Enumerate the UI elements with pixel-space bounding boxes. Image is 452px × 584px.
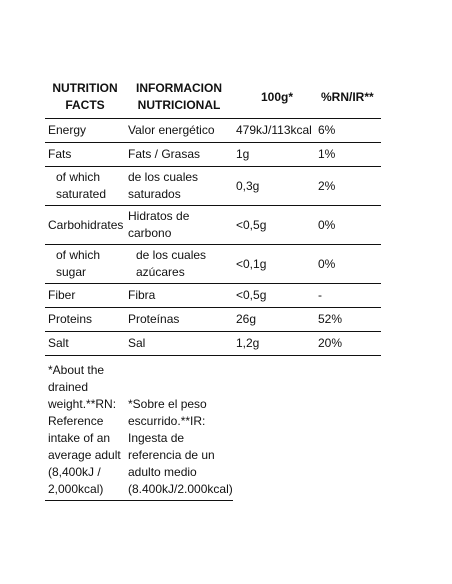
header-rn-ir: %RN/IR** xyxy=(321,89,374,104)
table-row-fats: Fats Fats / Grasas 1g 1% xyxy=(45,142,381,167)
footnote-es: *Sobre el peso escurrido.**IR: Ingesta d… xyxy=(125,355,233,501)
row-label-en-text: of which sugar xyxy=(56,248,101,279)
row-value: 1,2g xyxy=(233,331,315,356)
row-percent: 0% xyxy=(315,205,381,245)
table-row-carbohydrates: Carbohidrates Hidratos de carbono <0,5g … xyxy=(45,205,381,245)
table-row-saturated: of which saturated de los cuales saturad… xyxy=(45,166,381,206)
row-label-en: Proteins xyxy=(45,307,125,332)
row-value: <0,5g xyxy=(233,205,315,245)
row-value: 479kJ/113kcal xyxy=(233,118,315,143)
row-label-es: de los cuales saturados xyxy=(125,166,233,206)
header-nutrition-facts: NUTRITION FACTS xyxy=(52,81,118,112)
table-row-fiber: Fiber Fibra <0,5g - xyxy=(45,283,381,308)
row-label-en: Carbohidrates xyxy=(45,205,125,245)
table-row-salt: Salt Sal 1,2g 20% xyxy=(45,331,381,356)
row-label-en: of which saturated xyxy=(45,166,125,206)
row-value: 0,3g xyxy=(233,166,315,206)
row-percent: - xyxy=(315,283,381,308)
row-value: 26g xyxy=(233,307,315,332)
row-percent: 52% xyxy=(315,307,381,332)
row-label-es: Valor energético xyxy=(125,118,233,143)
row-percent: 1% xyxy=(315,142,381,167)
row-label-es: de los cuales azúcares xyxy=(125,244,233,284)
footnote-empty-cell xyxy=(315,356,381,501)
row-value: 1g xyxy=(233,142,315,167)
row-label-en: Fats xyxy=(45,142,125,167)
row-label-en-text: of which saturated xyxy=(56,170,107,201)
row-label-en: Salt xyxy=(45,331,125,356)
row-percent: 2% xyxy=(315,166,381,206)
row-label-es: Sal xyxy=(125,331,233,356)
row-label-en: Fiber xyxy=(45,283,125,308)
row-label-en: Energy xyxy=(45,118,125,143)
header-informacion-nutricional: INFORMACION NUTRICIONAL xyxy=(136,81,222,112)
row-label-es: Proteínas xyxy=(125,307,233,332)
table-row-sugar: of which sugar de los cuales azúcares <0… xyxy=(45,244,381,284)
header-per-100g: 100g* xyxy=(260,89,294,104)
row-label-es: Fats / Grasas xyxy=(125,142,233,167)
row-label-en: of which sugar xyxy=(45,244,125,284)
nutrition-table-panel: NUTRITION FACTS INFORMACION NUTRICIONAL … xyxy=(45,78,381,501)
row-label-es: Fibra xyxy=(125,283,233,308)
row-percent: 20% xyxy=(315,331,381,356)
nutrition-table: NUTRITION FACTS INFORMACION NUTRICIONAL … xyxy=(45,78,381,501)
table-row-proteins: Proteins Proteínas 26g 52% xyxy=(45,307,381,332)
table-footnote-row: *About the drained weight.**RN: Referenc… xyxy=(45,355,381,501)
row-value: <0,1g xyxy=(233,244,315,284)
row-percent: 6% xyxy=(315,118,381,143)
row-label-es-text: de los cuales azúcares xyxy=(136,248,207,279)
row-value: <0,5g xyxy=(233,283,315,308)
footnote-empty-cell xyxy=(233,356,315,501)
table-header: NUTRITION FACTS INFORMACION NUTRICIONAL … xyxy=(45,78,381,119)
footnote-en: *About the drained weight.**RN: Referenc… xyxy=(45,355,125,501)
row-percent: 0% xyxy=(315,244,381,284)
row-label-es: Hidratos de carbono xyxy=(125,205,233,245)
table-row-energy: Energy Valor energético 479kJ/113kcal 6% xyxy=(45,118,381,143)
